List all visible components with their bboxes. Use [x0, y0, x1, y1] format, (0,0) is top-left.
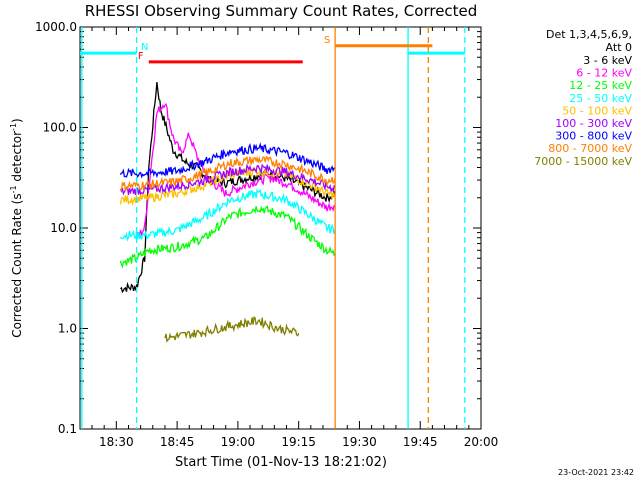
- legend-entry: 7000 - 15000 keV: [534, 155, 632, 168]
- y-tick-label: 0.1: [58, 422, 77, 436]
- series-line: [119, 155, 336, 192]
- plot-area: [79, 26, 482, 430]
- series-line: [119, 141, 336, 179]
- chart-title: RHESSI Observing Summary Count Rates, Co…: [85, 2, 478, 20]
- y-tick-label: 10.0: [50, 221, 77, 235]
- legend-entry: 3 - 6 keV: [583, 54, 632, 67]
- y-axis-label-sup2: -1: [9, 123, 18, 131]
- legend-entry: 300 - 800 keV: [555, 130, 632, 143]
- x-tick-label: 19:45: [403, 435, 438, 449]
- x-axis-label: Start Time (01-Nov-13 18:21:02): [175, 455, 387, 470]
- flag-label: S: [324, 35, 330, 46]
- data-series-layer: [119, 82, 336, 343]
- footer-timestamp: 23-Oct-2021 23:42: [558, 468, 634, 477]
- flag-label: N: [141, 42, 148, 53]
- y-axis-label-tail: detector: [10, 131, 24, 186]
- legend-header-line1: Det 1,3,4,5,6,9,: [546, 28, 632, 41]
- legend-entry: 25 - 50 keV: [569, 92, 632, 105]
- y-axis-label-main: Corrected Count Rate (s: [10, 193, 24, 337]
- y-tick-label: 100.0: [43, 121, 77, 135]
- y-axis-label-sup: -1: [9, 185, 18, 193]
- y-axis: 0.1 1.0 10.0 100.0 1000.0: [35, 20, 481, 436]
- flag-label: F: [138, 51, 144, 62]
- x-tick-label: 18:45: [160, 435, 195, 449]
- series-line: [135, 102, 336, 240]
- y-tick-label: 1000.0: [35, 20, 77, 34]
- x-tick-label: 20:00: [464, 435, 499, 449]
- legend-header-line2: Att 0: [606, 41, 632, 54]
- x-tick-label: 18:30: [99, 435, 134, 449]
- x-tick-label: 19:00: [221, 435, 256, 449]
- flag-layer: FN S: [80, 27, 466, 429]
- series-line: [120, 82, 336, 294]
- plot-frame: [79, 26, 482, 430]
- y-tick-label: 1.0: [58, 322, 77, 336]
- legend-entry: 6 - 12 keV: [576, 67, 632, 80]
- x-tick-label: 19:30: [342, 435, 377, 449]
- legend-entry: 50 - 100 keV: [562, 104, 632, 117]
- legend-entry: 800 - 7000 keV: [548, 142, 632, 155]
- y-axis-label: Corrected Count Rate (s-1 detector-1): [9, 118, 24, 337]
- y-axis-label-end: ): [10, 118, 24, 123]
- legend-entry: 12 - 25 keV: [569, 79, 632, 92]
- series-line: [119, 163, 336, 196]
- series-line: [119, 205, 336, 269]
- legend-entry: 100 - 300 keV: [555, 117, 632, 130]
- x-axis: 18:30 18:45 19:00 19:15 19:30 19:45 20:00: [91, 27, 499, 449]
- x-tick-label: 19:15: [281, 435, 316, 449]
- series-line: [164, 315, 300, 343]
- series-line: [119, 188, 336, 242]
